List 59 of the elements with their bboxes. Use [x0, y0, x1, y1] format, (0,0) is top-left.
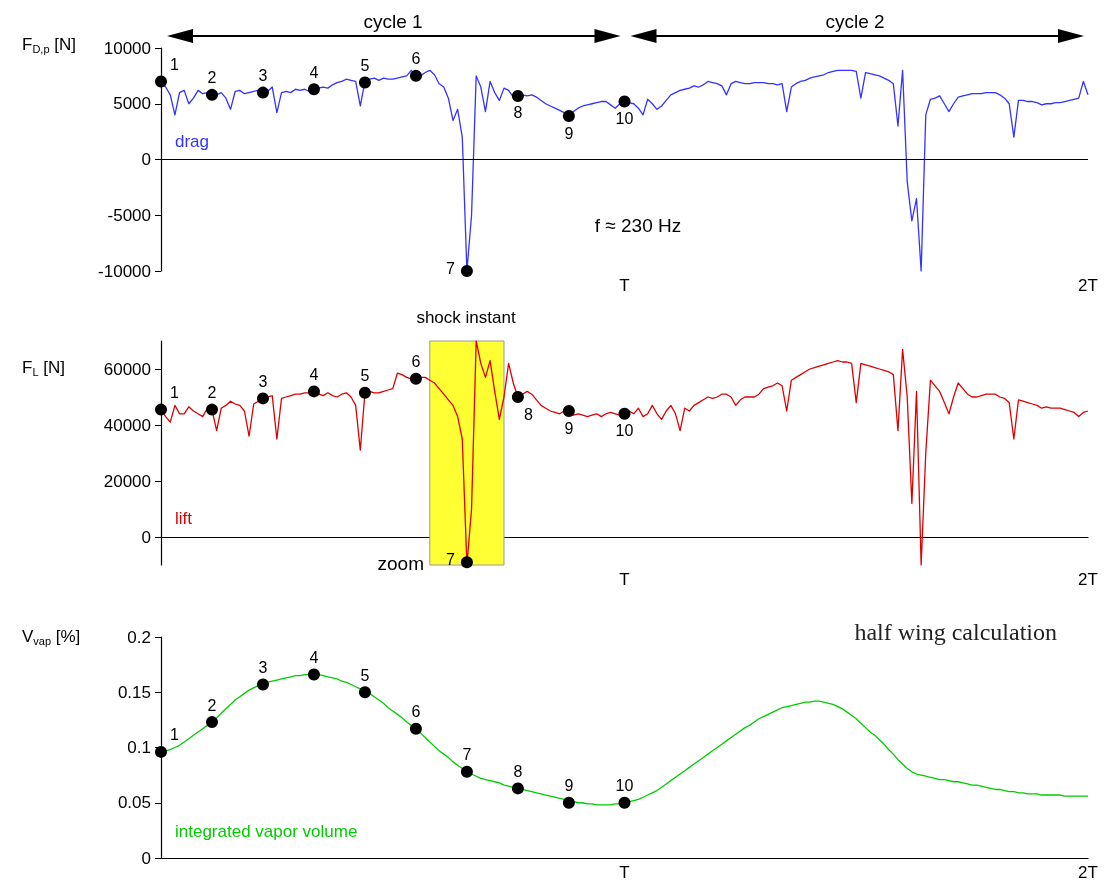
annotation: 6	[411, 50, 421, 68]
y-tick-label: 0.05	[117, 793, 151, 813]
annotation: 2	[207, 69, 217, 87]
annotation: 2	[207, 696, 217, 714]
annotation: 6	[411, 703, 421, 721]
y-tick-label: -10000	[98, 261, 151, 281]
annotation: 1	[170, 726, 179, 744]
y-tick-label: 60000	[103, 359, 151, 379]
annotation: 2	[207, 384, 217, 402]
text: lift	[175, 509, 193, 528]
y-tick-label: 0	[141, 527, 151, 547]
y-tick-label: 0.1	[127, 738, 151, 757]
annotation: 8	[523, 405, 533, 423]
text: cycle 1	[363, 11, 423, 32]
annotation: 4	[309, 365, 319, 383]
annotation: 5	[360, 57, 370, 75]
y-tick-label: -5000	[107, 205, 151, 225]
x-tick-label: 2T	[1078, 570, 1098, 589]
annotation: 3	[258, 659, 268, 677]
y-tick-label: 0.2	[127, 627, 151, 647]
annotation: f ≈ 230 Hz	[594, 215, 682, 236]
annotation: 6	[411, 353, 421, 371]
y-tick-label: 0	[141, 150, 151, 169]
annotation: 5	[360, 367, 370, 385]
series-label: drag	[175, 132, 210, 151]
y-tick-label: 20000	[103, 471, 151, 491]
text: integrated vapor volume	[175, 822, 358, 841]
annotation: 3	[258, 372, 268, 390]
annotation: 8	[513, 762, 523, 780]
annotation: 9	[564, 124, 574, 142]
x-tick-label: 2T	[1078, 863, 1098, 882]
annotation: 9	[564, 419, 574, 437]
annotation: 1	[170, 384, 179, 402]
x-tick-label: T	[619, 863, 630, 882]
annotation: 7	[446, 259, 455, 277]
annotation: 10	[615, 422, 634, 440]
annotation: 3	[258, 67, 268, 85]
text: shock instant	[416, 308, 516, 327]
x-tick-label: T	[619, 570, 630, 589]
annotation: 10	[615, 777, 634, 795]
annotation: 4	[309, 649, 319, 667]
y-tick-label: 0.15	[117, 682, 151, 702]
x-tick-label: T	[619, 276, 630, 295]
annotation: 7	[446, 550, 455, 568]
annotation: zoom	[377, 553, 424, 574]
annotation: 10	[615, 110, 634, 128]
y-tick-label: 10000	[103, 38, 151, 58]
y-tick-label: 0	[141, 848, 151, 868]
y-tick-label: 5000	[113, 94, 151, 114]
annotation: 5	[360, 666, 370, 684]
x-tick-label: 2T	[1078, 276, 1098, 295]
annotation: 8	[513, 104, 523, 122]
annotation: 9	[564, 777, 574, 795]
y-tick-label: 40000	[103, 415, 151, 435]
text: cycle 2	[825, 11, 885, 32]
annotation: half wing calculation	[854, 619, 1057, 645]
annotation: 7	[462, 746, 472, 764]
annotation: 4	[309, 63, 319, 81]
annotation: 1	[170, 55, 179, 73]
